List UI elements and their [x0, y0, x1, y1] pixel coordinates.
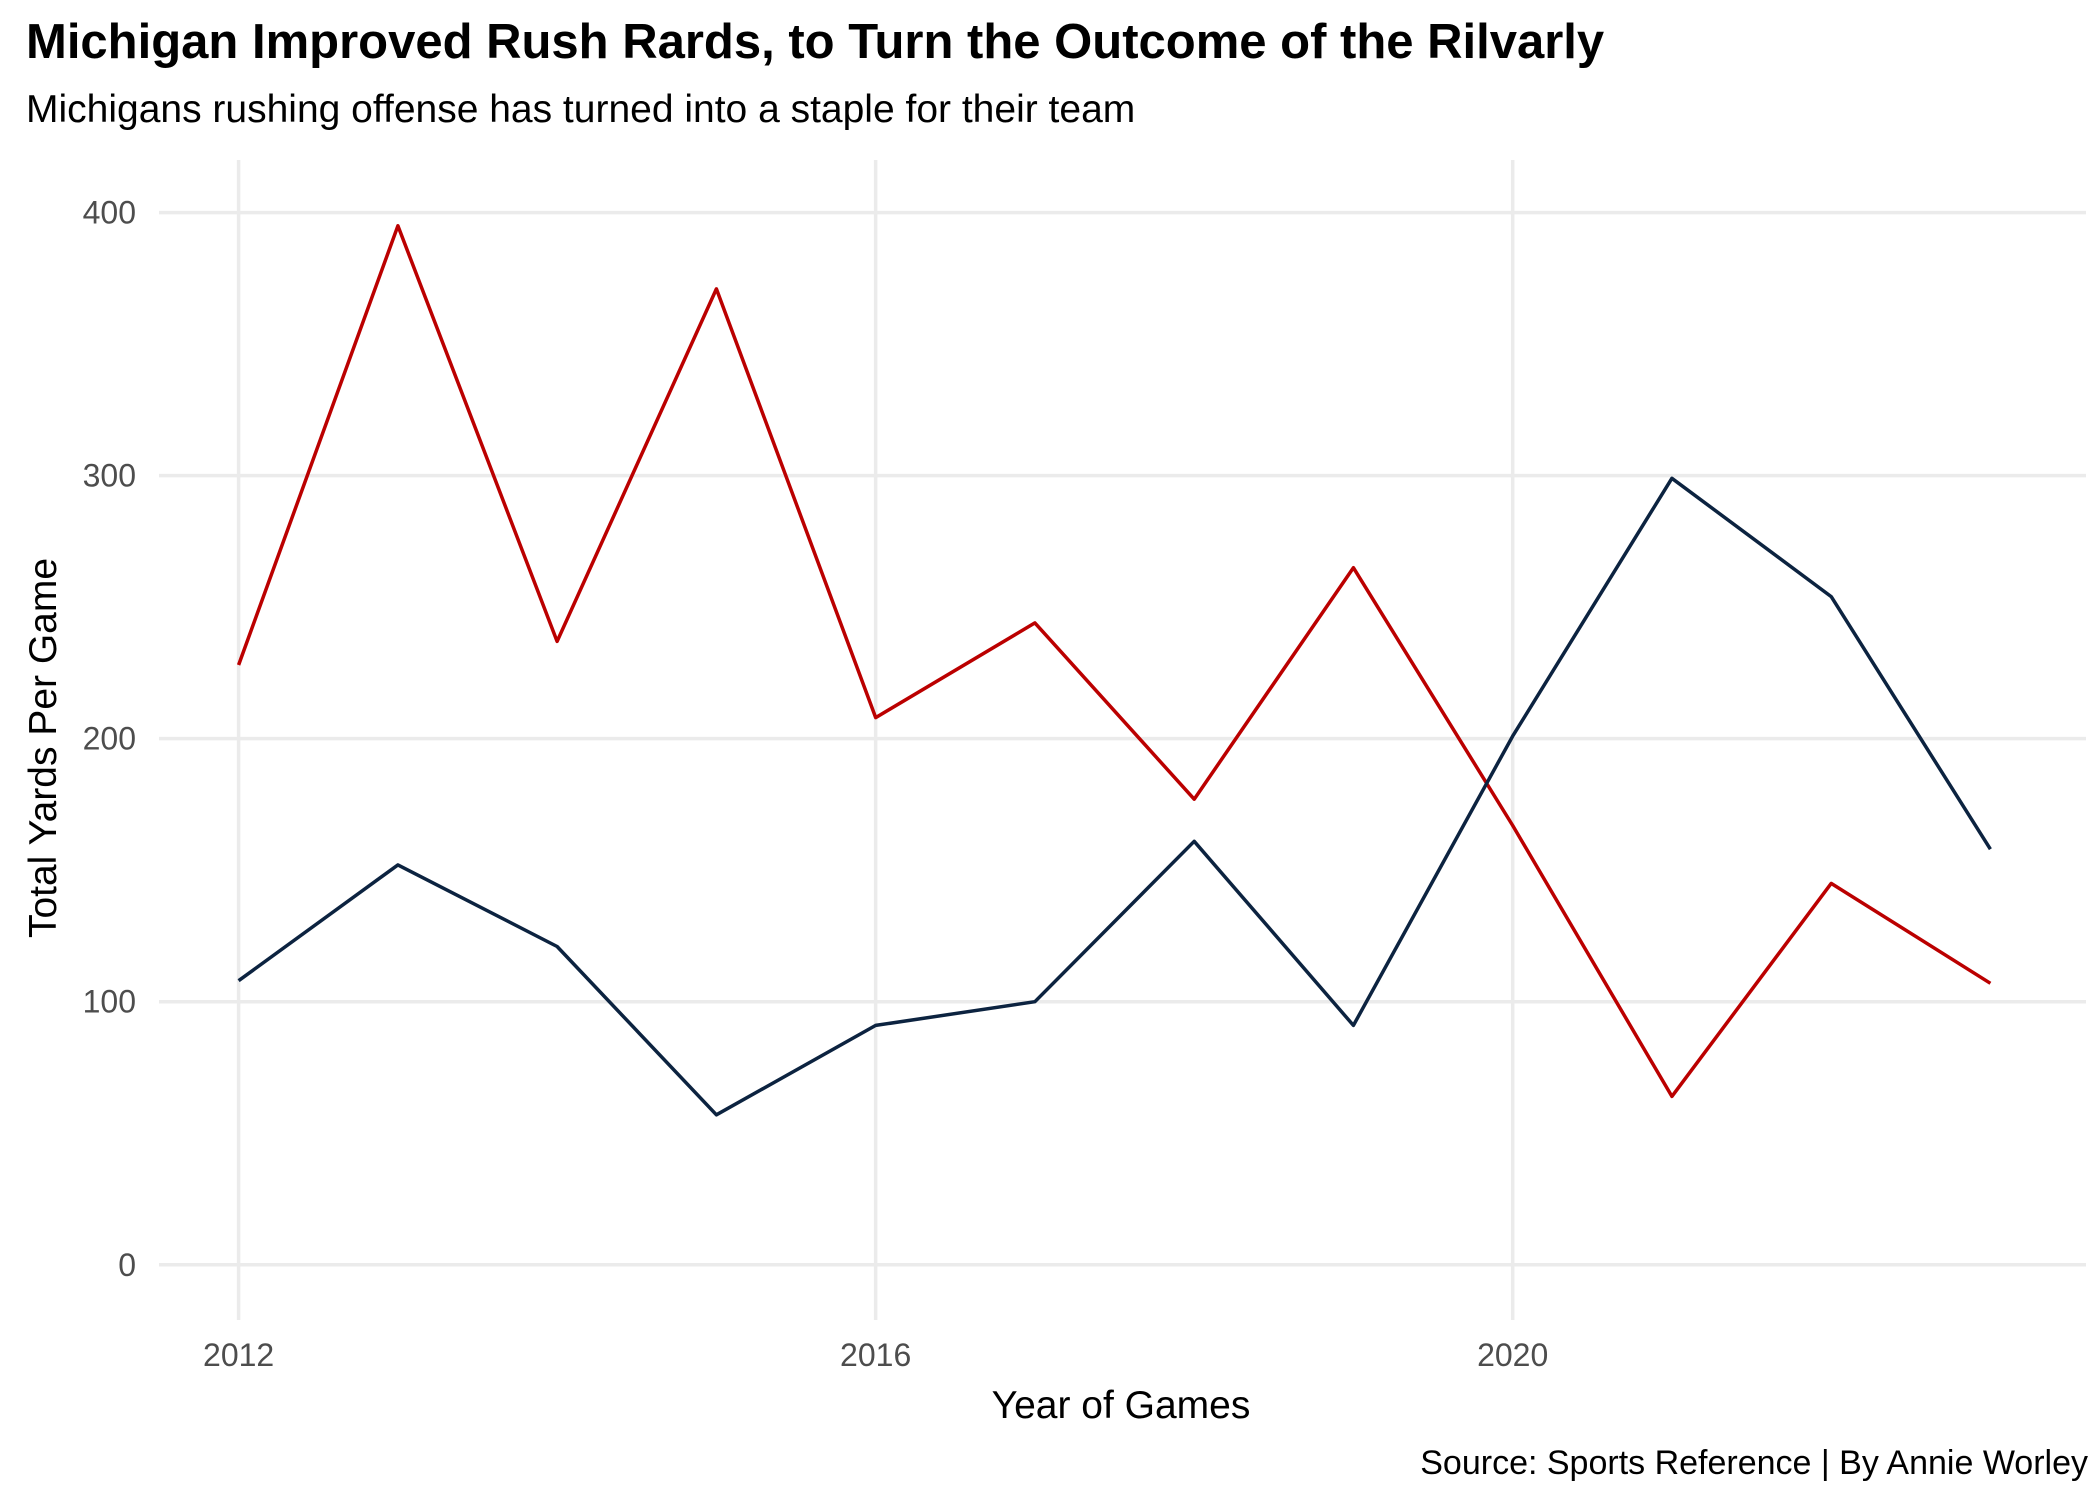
series-line-2	[237, 476, 1992, 1117]
x-tick-label-2016: 2016	[840, 1337, 911, 1373]
y-axis-title: Total Yards Per Game	[22, 558, 65, 938]
grid-lines	[159, 160, 2086, 1320]
x-axis-title: Year of Games	[992, 1384, 1251, 1427]
y-tick-label-300: 300	[83, 458, 136, 494]
x-tick-label-2020: 2020	[1477, 1337, 1548, 1373]
y-tick-label-100: 100	[83, 984, 136, 1020]
chart-subtitle: Michigans rushing offense has turned int…	[26, 88, 1136, 131]
chart-caption: Source: Sports Reference | By Annie Worl…	[1420, 1444, 2088, 1482]
x-tick-label-2012: 2012	[203, 1337, 274, 1373]
y-tick-labels: 0 100 200 300 400	[83, 195, 136, 1283]
series-lines	[236, 224, 1992, 1117]
chart-title: Michigan Improved Rush Rards, to Turn th…	[26, 15, 1605, 69]
series-line-1	[236, 224, 1992, 1099]
x-tick-labels: 2012 2016 2020	[203, 1337, 1548, 1373]
y-tick-label-0: 0	[118, 1247, 136, 1283]
y-tick-label-400: 400	[83, 195, 136, 231]
y-tick-label-200: 200	[83, 721, 136, 757]
